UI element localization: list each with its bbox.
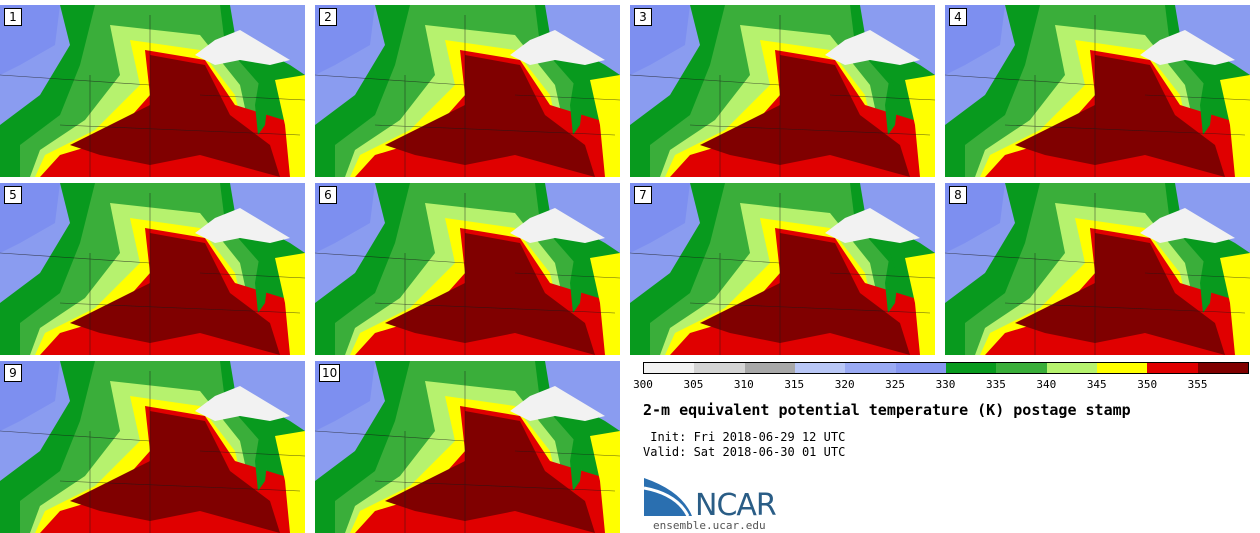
member-number-label: 2 <box>319 8 337 26</box>
color-scale-tick-label: 315 <box>784 378 805 391</box>
ensemble-member-map: 1 <box>0 5 305 177</box>
site-url: ensemble.ucar.edu <box>653 519 766 532</box>
ncar-logo-icon <box>643 478 692 517</box>
member-number-label: 10 <box>319 364 341 382</box>
color-scale-swatch <box>1046 363 1097 373</box>
color-scale-tick-label: 300 <box>633 378 653 391</box>
member-number-label: 8 <box>949 186 967 204</box>
member-number-label: 9 <box>4 364 22 382</box>
color-scale-swatch <box>1096 363 1148 373</box>
figure-title: 2-m equivalent potential temperature (K)… <box>643 401 1131 419</box>
color-scale-swatch <box>945 363 997 373</box>
color-scale-swatch <box>1197 363 1248 373</box>
color-scale-tick-label: 305 <box>683 378 704 391</box>
color-scale-swatch <box>794 363 846 373</box>
ensemble-member-map: 8 <box>945 183 1250 355</box>
color-scale-swatch <box>694 363 745 373</box>
ensemble-member-map: 6 <box>315 183 620 355</box>
color-scale-swatch <box>996 363 1047 373</box>
ensemble-member-map: 10 <box>315 361 620 533</box>
member-number-label: 6 <box>319 186 337 204</box>
color-scale-swatch <box>1147 363 1198 373</box>
color-scale-tick-label: 320 <box>834 378 855 391</box>
member-number-label: 4 <box>949 8 967 26</box>
valid-time: Valid: Sat 2018-06-30 01 UTC <box>643 445 846 459</box>
ensemble-member-map: 2 <box>315 5 620 177</box>
init-time: Init: Fri 2018-06-29 12 UTC <box>643 430 846 444</box>
ensemble-member-map: 9 <box>0 361 305 533</box>
member-number-label: 1 <box>4 8 22 26</box>
color-scale-tick-label: 325 <box>885 378 906 391</box>
color-scale-tick-label: 350 <box>1137 378 1158 391</box>
color-scale-tick-label: 310 <box>733 378 754 391</box>
ensemble-member-map: 3 <box>630 5 935 177</box>
color-scale-tick-label: 335 <box>985 378 1006 391</box>
ensemble-member-map: 4 <box>945 5 1250 177</box>
color-scale-swatch <box>895 363 946 373</box>
member-number-label: 5 <box>4 186 22 204</box>
member-number-label: 3 <box>634 8 652 26</box>
color-scale-swatch <box>845 363 896 373</box>
member-number-label: 7 <box>634 186 652 204</box>
color-scale-tick-label: 330 <box>935 378 956 391</box>
color-scale-bar <box>643 362 1249 374</box>
color-scale-tick-label: 355 <box>1187 378 1208 391</box>
color-scale-ticks: 300 305 310 315 320 325 330 335 340 345 350 355 <box>633 378 1248 392</box>
color-scale-tick-label: 340 <box>1036 378 1057 391</box>
color-scale-swatch <box>644 363 695 373</box>
color-scale-swatch <box>744 363 795 373</box>
color-scale-tick-label: 345 <box>1086 378 1107 391</box>
logo-wordmark: NCAR <box>695 488 777 523</box>
ensemble-member-map: 7 <box>630 183 935 355</box>
ensemble-member-map: 5 <box>0 183 305 355</box>
